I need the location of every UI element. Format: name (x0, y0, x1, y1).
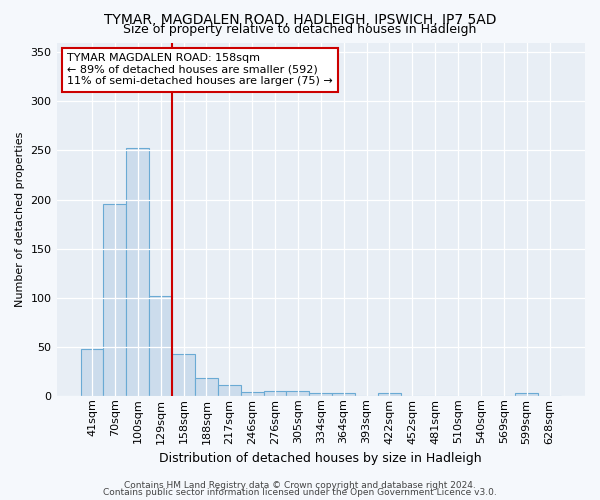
Text: TYMAR, MAGDALEN ROAD, HADLEIGH, IPSWICH, IP7 5AD: TYMAR, MAGDALEN ROAD, HADLEIGH, IPSWICH,… (104, 12, 496, 26)
Bar (286, 391, 310, 396)
Text: Size of property relative to detached houses in Hadleigh: Size of property relative to detached ho… (124, 22, 476, 36)
Bar (310, 393, 332, 396)
Bar (172, 354, 195, 396)
Text: Contains public sector information licensed under the Open Government Licence v3: Contains public sector information licen… (103, 488, 497, 497)
Text: Contains HM Land Registry data © Crown copyright and database right 2024.: Contains HM Land Registry data © Crown c… (124, 480, 476, 490)
Bar (103, 204, 127, 396)
Bar (149, 296, 172, 396)
X-axis label: Distribution of detached houses by size in Hadleigh: Distribution of detached houses by size … (160, 452, 482, 465)
Bar (263, 391, 286, 396)
Bar (332, 393, 355, 396)
Bar (127, 148, 149, 396)
Bar (241, 392, 263, 396)
Y-axis label: Number of detached properties: Number of detached properties (15, 132, 25, 307)
Bar (515, 393, 538, 396)
Bar (80, 348, 103, 396)
Bar (195, 378, 218, 396)
Text: TYMAR MAGDALEN ROAD: 158sqm
← 89% of detached houses are smaller (592)
11% of se: TYMAR MAGDALEN ROAD: 158sqm ← 89% of det… (67, 53, 333, 86)
Bar (218, 385, 241, 396)
Bar (378, 393, 401, 396)
